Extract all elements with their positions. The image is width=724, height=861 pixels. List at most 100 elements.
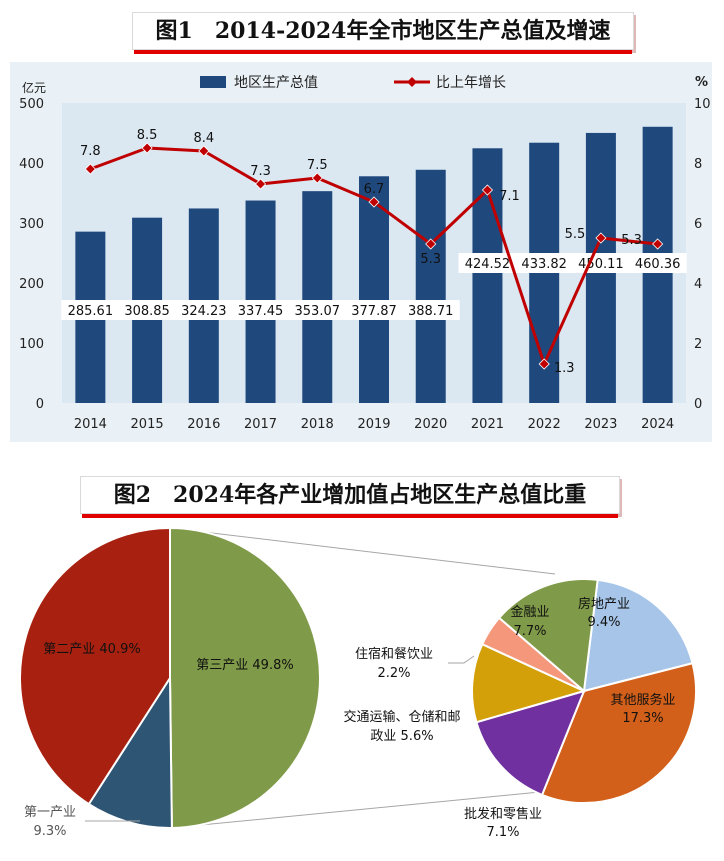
leader-line-hospitality: [448, 655, 475, 664]
gdp-value-label: 353.07: [295, 304, 341, 319]
gdp-value-label: 377.87: [351, 304, 397, 319]
gdp-value-label: 324.23: [181, 304, 227, 319]
gdp-label-box: [628, 253, 687, 273]
growth-value-label: 6.7: [364, 182, 385, 197]
y-right-unit: %: [695, 75, 708, 90]
y-left-tick-label: 0: [36, 397, 44, 412]
gdp-label-box: [458, 253, 517, 273]
growth-marker: [311, 172, 323, 184]
gdp-bar-labels: 285.61 308.85 324.23 337.45 353.07 377.87 388.…: [61, 253, 687, 320]
label-realestate-name: 房地产业: [578, 596, 630, 612]
x-tick-label: 2015: [131, 417, 164, 432]
label-tertiary: 第三产业 49.8%: [196, 658, 293, 673]
connector-bottom: [169, 789, 561, 829]
growth-line-series: 7.8 8.5 8.4 7.3 7.5 6.7 5.3 7.1 1.3 5.5 5.3: [80, 128, 664, 376]
gdp-value-label: 285.61: [68, 304, 114, 319]
legend-growth-marker: [407, 77, 417, 87]
y-right-tick-label: 8: [694, 157, 702, 172]
growth-value-label: 7.1: [499, 189, 520, 204]
y-left-tick-label: 200: [19, 277, 44, 292]
label-realestate-value: 9.4%: [587, 615, 620, 630]
x-tick-label: 2024: [641, 417, 674, 432]
gdp-value-label: 424.52: [465, 257, 511, 272]
growth-marker: [254, 178, 267, 190]
growth-marker: [652, 238, 664, 250]
growth-marker: [141, 142, 153, 154]
gdp-label-box: [118, 300, 177, 320]
growth-value-label: 7.5: [307, 158, 328, 173]
label-finance-name: 金融业: [510, 604, 549, 620]
label-hospitality-value: 2.2%: [377, 666, 410, 681]
gdp-label-box: [345, 300, 403, 320]
gdp-bar: [359, 176, 389, 403]
gdp-label-box: [401, 300, 460, 320]
label-wholesale-name: 批发和零售业: [464, 806, 542, 822]
y-left-tick-label: 500: [19, 97, 44, 112]
x-tick-label: 2020: [414, 417, 447, 432]
y-left-tick-label: 100: [19, 337, 44, 352]
gdp-label-box: [61, 300, 120, 320]
growth-value-label: 8.4: [193, 131, 214, 146]
industry-pie-chart: 第三产业 49.8% 第二产业 40.9% 第一产业 9.3% 房地产业 9.4% 其他服务…: [19, 526, 697, 840]
x-tick-label: 2014: [74, 417, 107, 432]
x-tick-label: 2018: [301, 417, 334, 432]
breakdown-slice: [497, 578, 599, 693]
label-other-services-name: 其他服务业: [610, 692, 675, 708]
label-finance-value: 7.7%: [513, 624, 546, 639]
legend-gdp-swatch: [200, 76, 226, 88]
breakdown-pie: [471, 578, 697, 804]
label-secondary: 第二产业 40.9%: [43, 642, 140, 657]
x-tick-label: 2017: [244, 417, 277, 432]
pie-slice-tertiary: [169, 526, 321, 830]
chart1-title-underline: [134, 50, 632, 54]
y-right-ticks: 0 2 4 6 8 10: [694, 97, 711, 412]
y-left-tick-label: 300: [19, 217, 44, 232]
breakdown-slice: [475, 689, 586, 797]
growth-marker: [198, 145, 210, 157]
gdp-label-box: [288, 300, 347, 320]
y-right-tick-label: 6: [694, 217, 702, 232]
growth-value-label: 5.5: [565, 227, 586, 242]
y-right-tick-label: 10: [694, 97, 711, 112]
gdp-bar-line-chart: 亿元 % 地区生产总值 比上年增长 0 100 200 300 400 500 0 2 4 6 8…: [10, 62, 712, 442]
gdp-value-label: 460.36: [635, 257, 681, 272]
y-right-tick-label: 2: [694, 337, 702, 352]
growth-value-label: 5.3: [621, 233, 642, 248]
pie-slice-secondary: [19, 526, 171, 806]
growth-marker: [368, 196, 380, 208]
x-tick-label: 2022: [528, 417, 561, 432]
growth-value-label: 1.3: [554, 361, 575, 376]
label-transport-line1: 交通运输、仓储和邮: [343, 709, 460, 725]
gdp-value-label: 308.85: [124, 304, 170, 319]
x-tick-label: 2021: [471, 417, 504, 432]
pie-slice-primary: [87, 674, 173, 829]
breakdown-slice: [540, 662, 697, 804]
label-transport-line2: 政业 5.6%: [370, 729, 433, 744]
y-left-ticks: 0 100 200 300 400 500: [19, 97, 44, 412]
pie-labels: 第三产业 49.8% 第二产业 40.9% 第一产业 9.3% 房地产业 9.4% 其他服务…: [24, 596, 676, 840]
growth-marker: [84, 163, 96, 175]
growth-value-label: 8.5: [137, 128, 158, 143]
label-other-services-value: 17.3%: [622, 711, 663, 726]
gdp-label-box: [231, 300, 290, 320]
breakdown-slice: [582, 578, 694, 693]
gdp-value-label: 433.82: [521, 257, 567, 272]
label-wholesale-value: 7.1%: [486, 825, 519, 840]
growth-value-label: 7.8: [80, 144, 101, 159]
x-tick-label: 2023: [584, 417, 617, 432]
chart2-title: 图2 2024年各产业增加值占地区生产总值比重: [80, 476, 620, 514]
pie-connector-lines: [169, 527, 561, 829]
growth-marker: [595, 232, 607, 244]
gdp-label-box: [174, 300, 233, 320]
y-left-unit: 亿元: [22, 80, 46, 95]
gdp-value-label: 337.45: [238, 304, 284, 319]
growth-marker: [425, 238, 437, 250]
chart2-title-underline: [82, 514, 618, 518]
chart1-legend: 地区生产总值 比上年增长: [200, 75, 506, 91]
growth-value-label: 5.3: [420, 252, 441, 267]
y-right-tick-label: 4: [694, 277, 702, 292]
connector-top: [169, 527, 556, 575]
gdp-label-box: [515, 253, 574, 273]
x-tick-label: 2016: [187, 417, 220, 432]
legend-gdp-label: 地区生产总值: [234, 75, 318, 91]
